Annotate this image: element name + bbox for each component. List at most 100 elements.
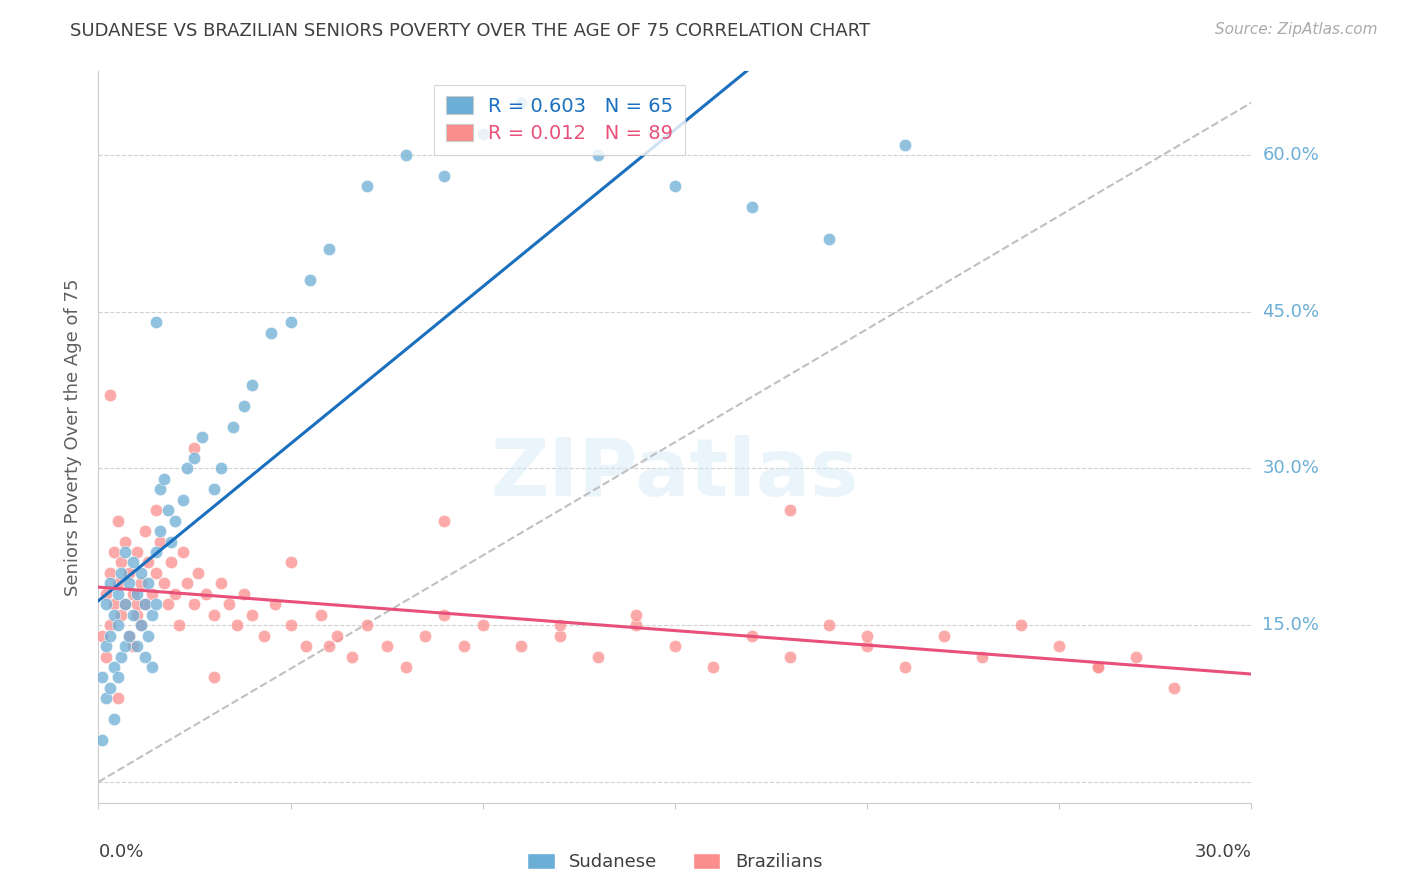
Point [280,618,302,632]
Point [103,712,125,726]
Point [134,597,156,611]
Point [125,597,148,611]
Point [141,607,163,622]
Point [548,618,571,632]
Point [253,629,276,643]
Point [145,597,167,611]
Point [280,556,302,570]
Point [129,566,152,580]
Text: Source: ZipAtlas.com: Source: ZipAtlas.com [1215,22,1378,37]
Point [280,315,302,329]
Point [91,629,114,643]
Point [395,148,418,162]
Point [125,639,148,653]
Point [149,524,172,538]
Point [125,545,148,559]
Point [183,597,205,611]
Point [1087,660,1109,674]
Point [125,587,148,601]
Point [626,618,648,632]
Point [741,629,763,643]
Point [356,618,378,632]
Point [1087,660,1109,674]
Point [1163,681,1185,695]
Point [103,597,125,611]
Point [856,629,879,643]
Point [510,95,533,110]
Point [295,639,318,653]
Point [894,660,917,674]
Point [138,556,160,570]
Point [218,597,240,611]
Point [664,639,686,653]
Point [375,639,398,653]
Point [741,200,763,214]
Point [103,607,125,622]
Point [167,618,190,632]
Point [817,231,839,245]
Point [129,618,152,632]
Point [152,472,174,486]
Point [138,576,160,591]
Point [107,576,129,591]
Point [209,461,232,475]
Point [122,556,145,570]
Point [626,607,648,622]
Point [114,597,136,611]
Point [134,649,156,664]
Point [817,618,839,632]
Text: 60.0%: 60.0% [1263,146,1319,164]
Point [107,670,129,684]
Point [122,587,145,601]
Point [141,587,163,601]
Point [1047,639,1070,653]
Point [94,649,117,664]
Point [779,503,801,517]
Point [141,660,163,674]
Point [110,607,132,622]
Point [145,545,167,559]
Point [318,242,340,256]
Point [118,629,141,643]
Point [138,629,160,643]
Text: SUDANESE VS BRAZILIAN SENIORS POVERTY OVER THE AGE OF 75 CORRELATION CHART: SUDANESE VS BRAZILIAN SENIORS POVERTY OV… [70,22,870,40]
Point [129,576,152,591]
Legend: R = 0.603   N = 65, R = 0.012   N = 89: R = 0.603 N = 65, R = 0.012 N = 89 [434,85,685,154]
Point [103,660,125,674]
Point [240,607,263,622]
Point [94,639,117,653]
Point [779,649,801,664]
Point [152,576,174,591]
Point [160,556,183,570]
Point [172,545,194,559]
Point [183,450,205,465]
Point [225,618,247,632]
Point [510,639,533,653]
Point [165,587,187,601]
Point [471,618,494,632]
Point [149,483,172,497]
Point [107,691,129,706]
Point [114,534,136,549]
Point [311,607,333,622]
Point [264,597,287,611]
Point [233,587,256,601]
Point [413,629,436,643]
Point [114,639,136,653]
Point [340,649,363,664]
Point [395,660,418,674]
Point [894,137,917,152]
Point [176,461,198,475]
Point [91,670,114,684]
Point [172,492,194,507]
Text: 45.0%: 45.0% [1263,302,1320,321]
Point [98,576,121,591]
Point [548,629,571,643]
Y-axis label: Seniors Poverty Over the Age of 75: Seniors Poverty Over the Age of 75 [65,278,83,596]
Point [318,639,340,653]
Point [107,514,129,528]
Point [110,556,132,570]
Point [187,566,209,580]
Point [149,534,172,549]
Point [98,618,121,632]
